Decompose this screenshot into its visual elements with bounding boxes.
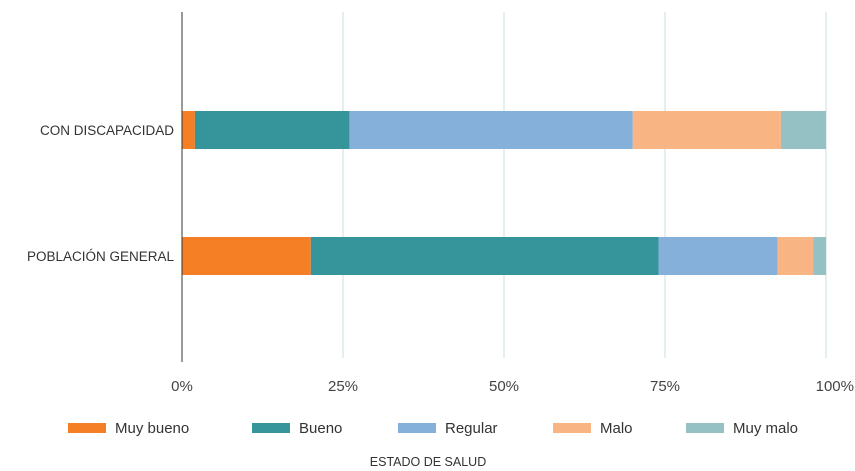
- legend-swatch: [68, 423, 106, 433]
- bar-segment: [777, 237, 814, 275]
- legend-item: Regular: [398, 420, 498, 437]
- legend-swatch: [252, 423, 290, 433]
- bars: [182, 111, 826, 275]
- legend-label: Malo: [600, 420, 633, 437]
- bar-segment: [813, 237, 826, 275]
- grid-lines: [342, 12, 827, 358]
- x-tick-label: 25%: [328, 378, 358, 395]
- bar-segment: [658, 237, 778, 275]
- x-tick-label: 50%: [489, 378, 519, 395]
- legend-swatch: [553, 423, 591, 433]
- category-label: CON DISCAPACIDAD: [40, 123, 174, 138]
- legend-item: Bueno: [252, 420, 342, 437]
- legend-item: Malo: [553, 420, 633, 437]
- legend-swatch: [398, 423, 436, 433]
- legend-label: Regular: [445, 420, 498, 437]
- bar-segment: [194, 111, 350, 149]
- bar-segment: [632, 111, 781, 149]
- x-tick-label: 100%: [816, 378, 854, 395]
- bar-segment: [780, 111, 826, 149]
- bar-segment: [349, 111, 633, 149]
- x-axis-label: ESTADO DE SALUD: [370, 455, 486, 469]
- legend-item: Muy bueno: [68, 420, 189, 437]
- bar-segment: [182, 237, 311, 275]
- x-tick-label: 0%: [171, 378, 193, 395]
- x-tick-labels: 0% 25% 50% 75% 100%: [171, 378, 854, 395]
- legend-label: Bueno: [299, 420, 342, 437]
- category-labels: CON DISCAPACIDAD POBLACIÓN GENERAL: [27, 123, 175, 264]
- legend-item: Muy malo: [686, 420, 798, 437]
- legend: Muy bueno Bueno Regular Malo Muy malo: [68, 420, 798, 437]
- legend-label: Muy malo: [733, 420, 798, 437]
- x-tick-label: 75%: [650, 378, 680, 395]
- legend-label: Muy bueno: [115, 420, 189, 437]
- bar-segment: [310, 237, 659, 275]
- bar-segment: [182, 111, 195, 149]
- legend-swatch: [686, 423, 724, 433]
- category-label: POBLACIÓN GENERAL: [27, 249, 175, 264]
